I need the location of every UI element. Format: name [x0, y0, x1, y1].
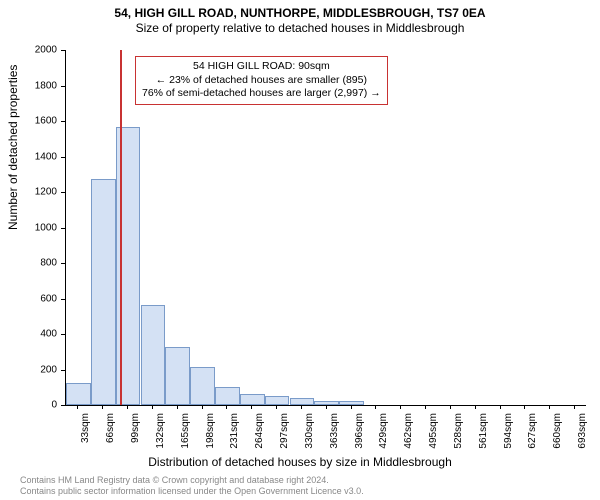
x-tick-label: 561sqm: [478, 413, 489, 449]
y-tick-label: 400: [17, 329, 57, 340]
x-tick-label: 66sqm: [105, 413, 116, 443]
footer-attribution: Contains HM Land Registry data © Crown c…: [20, 475, 364, 496]
histogram-bar: [215, 387, 240, 405]
y-tick-mark: [61, 121, 65, 122]
y-tick-label: 1600: [17, 116, 57, 127]
y-tick-label: 1000: [17, 222, 57, 233]
property-marker-line: [120, 50, 122, 405]
x-tick-mark: [500, 405, 501, 409]
x-tick-mark: [102, 405, 103, 409]
x-tick-mark: [400, 405, 401, 409]
histogram-bar: [165, 347, 190, 405]
y-tick-label: 200: [17, 364, 57, 375]
x-tick-mark: [301, 405, 302, 409]
histogram-bar: [91, 179, 116, 405]
histogram-bar: [66, 383, 91, 405]
x-tick-label: 132sqm: [155, 413, 166, 449]
x-tick-label: 627sqm: [527, 413, 538, 449]
x-tick-mark: [326, 405, 327, 409]
x-tick-label: 396sqm: [354, 413, 365, 449]
y-tick-label: 800: [17, 258, 57, 269]
x-tick-label: 99sqm: [130, 413, 141, 443]
y-tick-mark: [61, 50, 65, 51]
x-tick-label: 462sqm: [403, 413, 414, 449]
annotation-line3: 76% of semi-detached houses are larger (…: [142, 87, 381, 101]
y-tick-label: 1800: [17, 80, 57, 91]
footer-line2: Contains public sector information licen…: [20, 486, 364, 496]
y-tick-label: 1400: [17, 151, 57, 162]
x-tick-mark: [549, 405, 550, 409]
x-tick-label: 363sqm: [329, 413, 340, 449]
x-tick-mark: [524, 405, 525, 409]
x-tick-mark: [450, 405, 451, 409]
y-tick-label: 1200: [17, 187, 57, 198]
x-tick-label: 429sqm: [378, 413, 389, 449]
x-tick-mark: [375, 405, 376, 409]
y-tick-label: 600: [17, 293, 57, 304]
chart-subtitle: Size of property relative to detached ho…: [0, 20, 600, 35]
x-tick-label: 198sqm: [205, 413, 216, 449]
x-tick-mark: [127, 405, 128, 409]
chart-title: 54, HIGH GILL ROAD, NUNTHORPE, MIDDLESBR…: [0, 0, 600, 20]
x-tick-label: 495sqm: [428, 413, 439, 449]
y-tick-mark: [61, 405, 65, 406]
x-tick-mark: [574, 405, 575, 409]
x-tick-mark: [202, 405, 203, 409]
histogram-bar: [240, 394, 265, 405]
y-tick-mark: [61, 334, 65, 335]
x-tick-mark: [177, 405, 178, 409]
histogram-bar: [141, 305, 166, 405]
x-tick-mark: [77, 405, 78, 409]
y-tick-label: 0: [17, 400, 57, 411]
x-tick-mark: [351, 405, 352, 409]
x-tick-mark: [226, 405, 227, 409]
y-tick-mark: [61, 192, 65, 193]
x-tick-mark: [251, 405, 252, 409]
x-tick-label: 528sqm: [453, 413, 464, 449]
y-tick-label: 2000: [17, 45, 57, 56]
x-tick-mark: [425, 405, 426, 409]
x-tick-label: 33sqm: [80, 413, 91, 443]
x-tick-label: 165sqm: [180, 413, 191, 449]
x-tick-label: 330sqm: [304, 413, 315, 449]
annotation-box: 54 HIGH GILL ROAD: 90sqm ← 23% of detach…: [135, 56, 388, 105]
y-tick-mark: [61, 263, 65, 264]
footer-line1: Contains HM Land Registry data © Crown c…: [20, 475, 364, 485]
chart-area: 0200400600800100012001400160018002000 33…: [65, 50, 585, 405]
x-axis-label: Distribution of detached houses by size …: [0, 455, 600, 469]
y-tick-mark: [61, 86, 65, 87]
x-tick-mark: [475, 405, 476, 409]
y-tick-mark: [61, 299, 65, 300]
histogram-bar: [290, 398, 315, 405]
x-tick-label: 297sqm: [279, 413, 290, 449]
y-tick-mark: [61, 157, 65, 158]
annotation-line1: 54 HIGH GILL ROAD: 90sqm: [142, 60, 381, 74]
y-tick-mark: [61, 228, 65, 229]
histogram-bar: [265, 396, 290, 405]
x-tick-mark: [152, 405, 153, 409]
x-tick-label: 231sqm: [229, 413, 240, 449]
x-tick-mark: [276, 405, 277, 409]
x-tick-label: 693sqm: [577, 413, 588, 449]
x-tick-label: 660sqm: [552, 413, 563, 449]
y-tick-mark: [61, 370, 65, 371]
x-tick-label: 264sqm: [254, 413, 265, 449]
annotation-line2: ← 23% of detached houses are smaller (89…: [142, 74, 381, 88]
histogram-bar: [190, 367, 215, 405]
x-tick-label: 594sqm: [503, 413, 514, 449]
